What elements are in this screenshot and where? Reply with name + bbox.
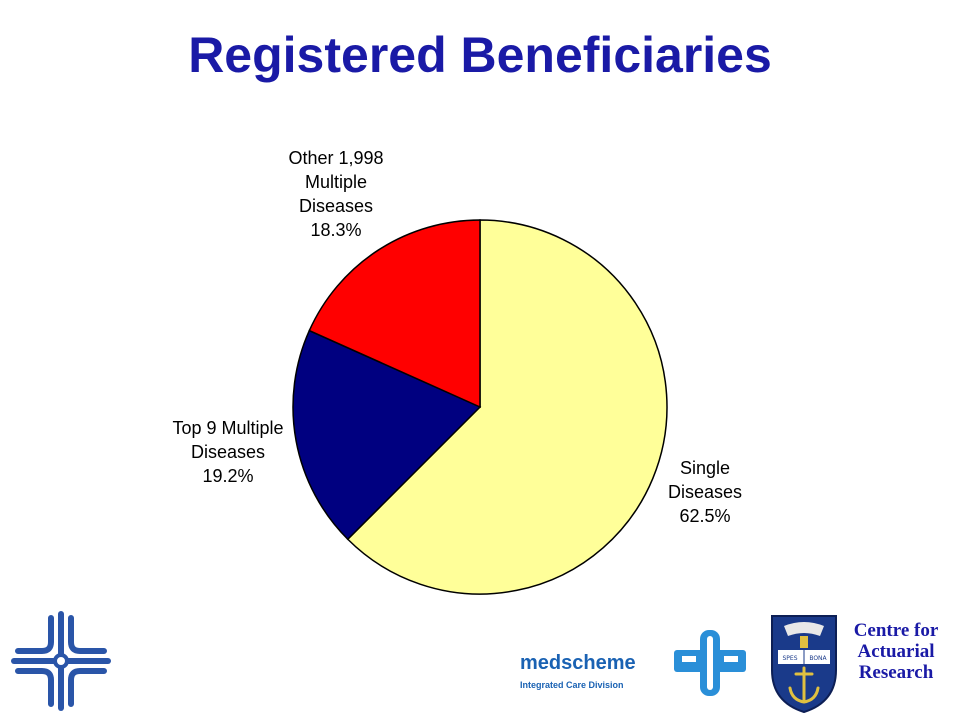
pie-slice-0 [346, 219, 668, 595]
slice-label-line: Single [679, 458, 731, 478]
centre-actuarial-research-label: Centre for Actuarial Research [840, 620, 952, 683]
slice-label-line: Diseases [667, 482, 743, 502]
slice-label-line: 19.2% [202, 466, 254, 486]
medscheme-logo: medscheme Integrated Care Division [520, 628, 756, 698]
university-crest-icon: SPES BONA [771, 615, 837, 714]
slice-label-line: Multiple [304, 172, 368, 192]
page-title: Registered Beneficiaries [188, 27, 772, 83]
centre-label-line: Actuarial [857, 641, 935, 662]
medscheme-subtitle: Integrated Care Division [520, 680, 624, 690]
slice-label-line: Top 9 Multiple [172, 418, 284, 438]
slice-label-line: 18.3% [310, 220, 362, 240]
crest-motto-right: BONA [809, 655, 827, 662]
slice-label-line: 62.5% [679, 506, 731, 526]
cross-logo [11, 611, 111, 711]
slice-label-line: Other 1,998 [288, 148, 384, 168]
slice-label-top9: Top 9 Multiple Diseases 19.2% [152, 416, 304, 488]
centre-label-line: Centre for [853, 620, 939, 641]
medscheme-wordmark: medscheme [520, 652, 636, 674]
slice-label-line: Diseases [190, 442, 266, 462]
pie-slice-2 [308, 219, 481, 409]
crest-motto-left: SPES [782, 655, 797, 662]
centre-label-line: Research [858, 662, 934, 683]
slice-label-other: Other 1,998 Multiple Diseases 18.3% [266, 146, 406, 242]
pie-slice-1 [292, 329, 482, 541]
slice-label-line: Diseases [298, 196, 374, 216]
slice-label-single: Single Diseases 62.5% [650, 456, 760, 528]
medscheme-mark-icon [674, 630, 746, 696]
